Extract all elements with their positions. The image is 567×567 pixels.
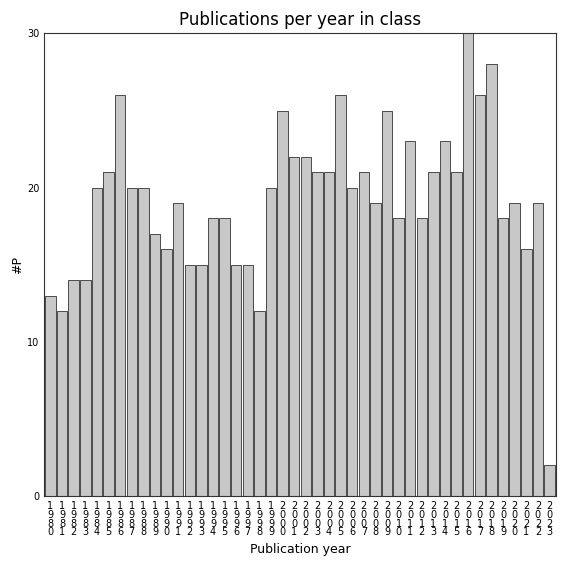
X-axis label: Publication year: Publication year [249,543,350,556]
Bar [162,249,172,496]
Bar [532,203,543,496]
Bar [324,172,334,496]
Bar [266,188,276,496]
Bar [486,64,497,496]
Bar [289,157,299,496]
Title: Publications per year in class: Publications per year in class [179,11,421,29]
Bar [312,172,323,496]
Bar [196,265,206,496]
Bar [126,188,137,496]
Bar [184,265,195,496]
Bar [440,141,450,496]
Bar [254,311,265,496]
Bar [80,280,91,496]
Bar [451,172,462,496]
Bar [231,265,242,496]
Bar [45,295,56,496]
Bar [173,203,183,496]
Bar [544,466,555,496]
Bar [405,141,416,496]
Bar [219,218,230,496]
Bar [370,203,380,496]
Bar [358,172,369,496]
Bar [393,218,404,496]
Bar [521,249,531,496]
Bar [498,218,508,496]
Bar [92,188,102,496]
Bar [138,188,149,496]
Bar [301,157,311,496]
Y-axis label: #P: #P [11,256,24,274]
Bar [510,203,520,496]
Bar [336,95,346,496]
Bar [277,111,288,496]
Bar [150,234,160,496]
Bar [115,95,125,496]
Bar [382,111,392,496]
Bar [57,311,67,496]
Bar [347,188,357,496]
Bar [463,33,473,496]
Bar [208,218,218,496]
Bar [428,172,439,496]
Bar [417,218,427,496]
Bar [475,95,485,496]
Bar [69,280,79,496]
Bar [243,265,253,496]
Bar [103,172,114,496]
